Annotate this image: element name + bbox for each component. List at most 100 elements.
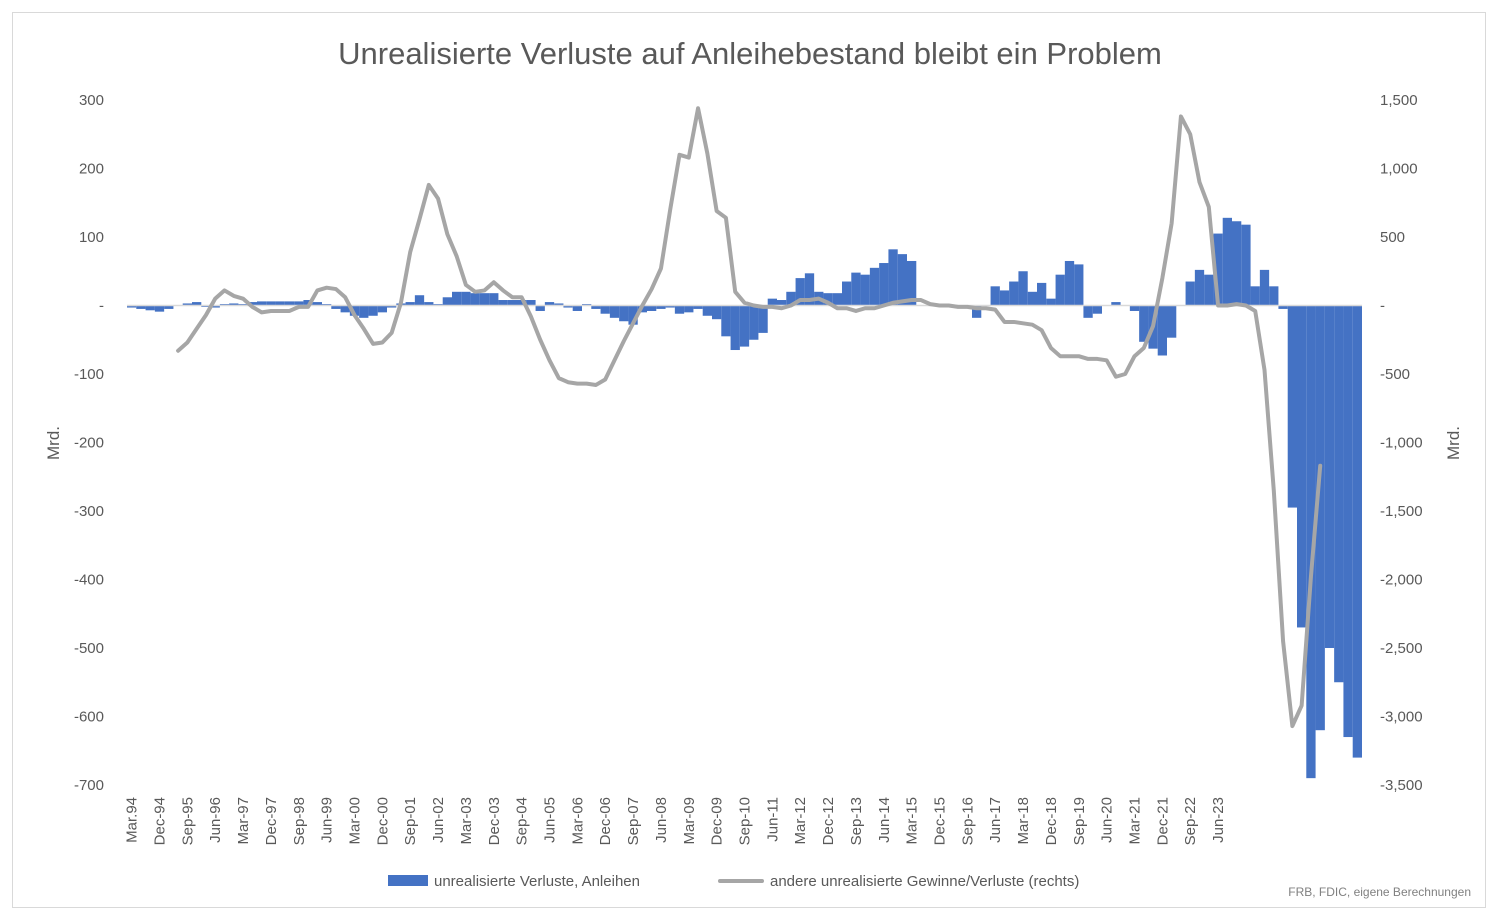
bar <box>1315 305 1325 731</box>
y-tick-label: -400 <box>74 572 104 589</box>
y2-tick-label: - <box>1380 298 1385 315</box>
y-tick-label: -600 <box>74 709 104 726</box>
bar <box>470 293 480 306</box>
legend-swatch-bars <box>388 875 428 886</box>
bar <box>1297 305 1307 628</box>
y2-tick-label: -500 <box>1380 366 1410 383</box>
bar <box>563 305 573 308</box>
y-tick-label: -300 <box>74 503 104 520</box>
y2-tick-label: 500 <box>1380 229 1405 246</box>
bar <box>1185 281 1195 306</box>
x-tick-label: Mar-09 <box>681 797 698 845</box>
chart-title: Unrealisierte Verluste auf Anleihebestan… <box>338 36 1162 71</box>
x-tick-label: Mar-06 <box>569 797 586 845</box>
bar <box>145 305 155 311</box>
bar <box>1167 305 1177 338</box>
bar <box>1250 286 1260 306</box>
bar <box>284 301 295 306</box>
bar <box>572 305 582 311</box>
bar <box>1157 305 1167 356</box>
bar <box>452 291 462 306</box>
x-tick-label: Jun-11 <box>764 797 781 842</box>
source-note: FRB, FDIC, eigene Berechnungen <box>1288 885 1471 899</box>
y2-tick-label: -2,500 <box>1380 640 1423 657</box>
x-tick-label: Mar-12 <box>792 797 809 845</box>
y2-tick-label: 1,500 <box>1380 92 1418 109</box>
bar <box>1269 286 1279 306</box>
x-tick-label: Jun-02 <box>430 797 447 843</box>
x-tick-label: Dec-18 <box>1043 797 1060 845</box>
bar <box>804 273 815 306</box>
bar <box>405 302 415 306</box>
bar <box>1241 224 1251 306</box>
bar <box>303 300 313 306</box>
bar <box>210 305 220 308</box>
x-tick-label: Mar-97 <box>235 797 252 845</box>
bar <box>869 267 880 306</box>
bar <box>517 300 527 306</box>
bar <box>777 300 787 306</box>
bar <box>275 301 285 306</box>
bar <box>972 305 982 318</box>
x-tick-label: Mar.94 <box>124 797 141 843</box>
x-tick-label: Mar-00 <box>347 797 364 845</box>
bar <box>387 305 397 308</box>
bar <box>489 293 499 306</box>
bar <box>526 300 536 306</box>
bar <box>1232 221 1242 306</box>
right-axis-title: Mrd. <box>1444 426 1463 460</box>
x-tick-label: Dec-97 <box>263 797 280 845</box>
bar <box>832 293 842 306</box>
x-tick-label: Jun-23 <box>1210 797 1227 843</box>
bar <box>1046 298 1056 306</box>
x-tick-label: Mar-03 <box>458 797 475 845</box>
x-tick-label: Jun-14 <box>876 797 893 843</box>
bar <box>461 291 471 306</box>
bar <box>712 305 722 320</box>
bar <box>823 293 833 306</box>
y2-tick-label: -3,500 <box>1380 777 1423 794</box>
x-tick-label: Sep-10 <box>737 797 754 845</box>
x-tick-label: Mar-15 <box>904 797 921 845</box>
x-tick-label: Jun-08 <box>653 797 670 843</box>
bar <box>368 305 378 316</box>
bar <box>888 249 898 306</box>
bar <box>1037 282 1047 306</box>
y2-tick-label: -2,000 <box>1380 572 1423 589</box>
bar <box>767 298 777 306</box>
bar <box>1092 305 1102 314</box>
x-tick-label: Sep-04 <box>514 797 531 845</box>
y2-tick-label: -1,500 <box>1380 503 1423 520</box>
bar <box>247 302 257 306</box>
y-tick-label: -700 <box>74 777 104 794</box>
x-tick-label: Sep-98 <box>291 797 308 845</box>
bar <box>1129 305 1140 311</box>
bar <box>1139 305 1149 342</box>
bar <box>990 286 1000 306</box>
bar <box>554 303 564 306</box>
bar <box>1204 274 1214 306</box>
x-tick-label: Dec-09 <box>709 797 726 845</box>
bar <box>294 301 304 306</box>
x-tick-label: Sep-95 <box>179 797 196 845</box>
bar <box>842 281 852 306</box>
bar <box>609 305 620 318</box>
bar <box>647 305 657 311</box>
bar <box>1324 305 1335 648</box>
bar <box>266 301 276 306</box>
bar <box>749 305 759 340</box>
bar <box>684 305 694 313</box>
bar <box>1259 269 1270 306</box>
bar <box>907 260 917 306</box>
x-tick-label: Mar-21 <box>1127 797 1144 845</box>
x-tick-label: Dec-94 <box>152 797 169 845</box>
bar <box>739 305 750 347</box>
left-axis-title: Mrd. <box>44 426 63 460</box>
bar <box>1334 305 1344 683</box>
bar <box>136 305 146 309</box>
bar <box>340 305 350 313</box>
legend-label-bars: unrealisierte Verluste, Anleihen <box>434 873 640 890</box>
left-axis-ticks: 300 200 100 - -100 -200 -300 -400 -500 -600 -700 <box>74 92 104 794</box>
bar <box>999 290 1010 306</box>
bar <box>721 305 731 337</box>
